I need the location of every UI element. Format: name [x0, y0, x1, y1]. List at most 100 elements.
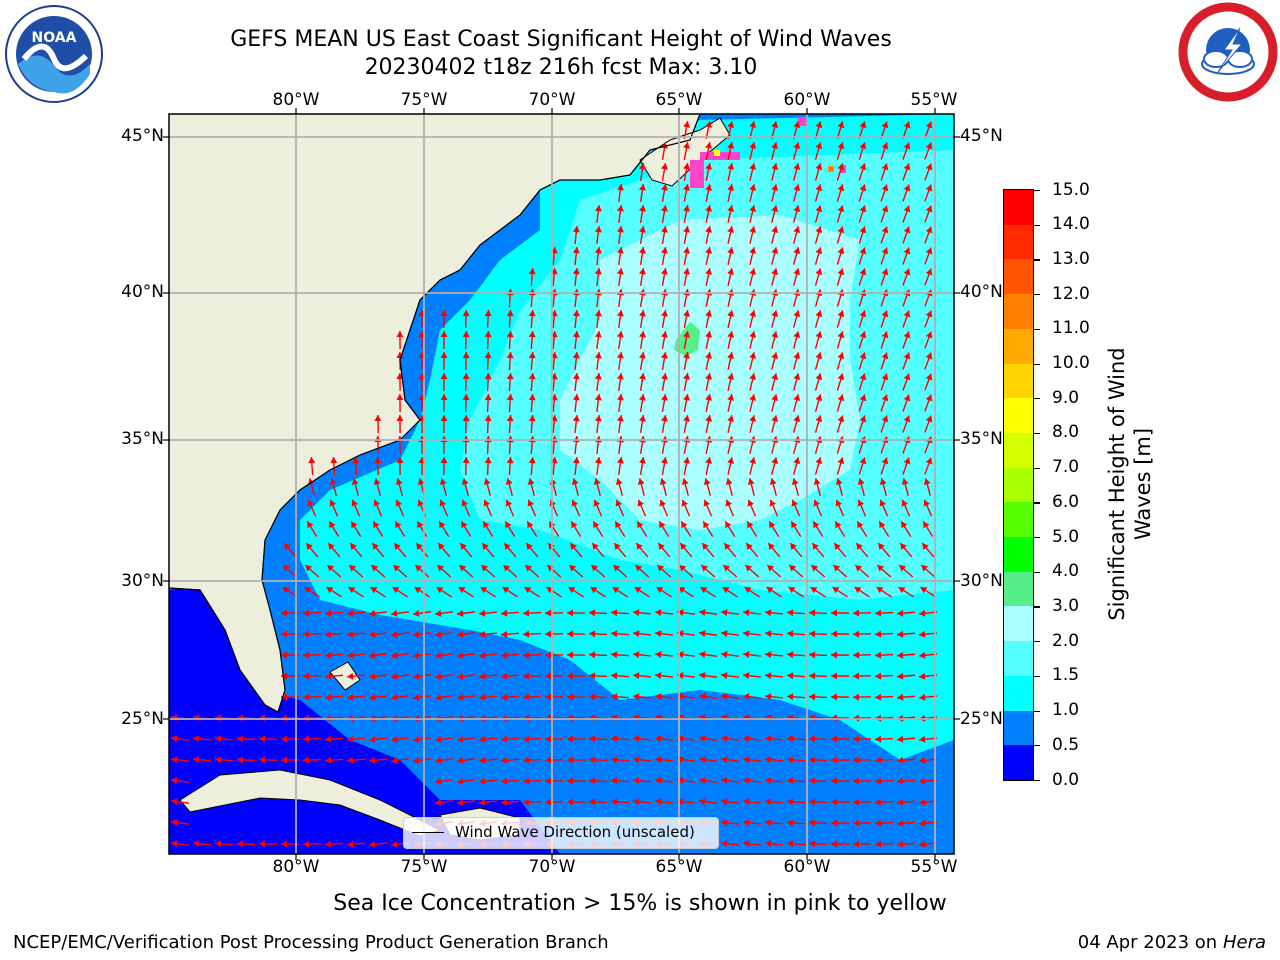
wave-arrow-head: [837, 394, 845, 402]
wave-arrow-head: [616, 331, 624, 338]
wave-arrow-head: [721, 735, 728, 743]
wave-arrow-head: [439, 521, 446, 529]
wave-arrow-head: [854, 587, 862, 594]
wave-arrow-head: [727, 310, 735, 317]
wave-arrow-head: [659, 521, 666, 529]
wave-arrow-head: [875, 693, 882, 701]
wave-arrow-head: [457, 777, 464, 785]
wave-arrow-head: [611, 756, 618, 764]
lon-label-top-75w: 75°W: [400, 90, 448, 110]
wave-arrow-head: [329, 478, 337, 485]
wave-arrow-head: [526, 543, 533, 550]
wave-arrow-head: [612, 587, 620, 594]
wave-arrow-head: [501, 798, 508, 806]
wave-arrow-head: [171, 840, 178, 848]
wave-arrow-head: [528, 415, 536, 422]
wave-arrow-head: [881, 373, 889, 381]
wave-arrow-head: [506, 373, 514, 380]
wave-arrow-head: [725, 478, 733, 485]
wave-arrow-head: [369, 693, 376, 701]
wave-arrow-head: [743, 777, 750, 785]
wave-arrow-head: [749, 268, 757, 275]
wave-arrow-head: [661, 457, 668, 464]
wave-arrow-head: [435, 693, 442, 701]
wave-arrow-head: [528, 352, 536, 359]
wave-arrow-head: [815, 331, 823, 339]
wave-arrow-head: [837, 142, 845, 150]
colorbar-segment: [1004, 571, 1033, 607]
wave-arrow-head: [744, 587, 752, 594]
wave-arrow-head: [771, 394, 779, 401]
wave-arrow-head: [837, 331, 845, 339]
wave-arrow-head: [831, 630, 838, 638]
wave-arrow-head: [815, 205, 823, 213]
wave-arrow-head: [793, 394, 801, 402]
wave-arrow-head: [881, 310, 889, 318]
wave-arrow-head: [859, 394, 867, 402]
wave-arrow-head: [567, 735, 574, 743]
wave-arrow-head: [749, 457, 757, 464]
wave-arrow-head: [440, 310, 448, 317]
colorbar-tick-label: 2.0: [1052, 630, 1080, 651]
wave-arrow-head: [501, 672, 508, 680]
wave-arrow-head: [440, 373, 448, 380]
wave-arrow-head: [705, 184, 713, 191]
wave-arrow-head: [373, 521, 380, 529]
wave-arrow-head: [677, 672, 684, 680]
wave-arrow-head: [413, 630, 420, 638]
wave-arrow-head: [325, 651, 332, 659]
wave-arrow-head: [347, 630, 354, 638]
lat-label-left-45n: 45°N: [121, 126, 164, 146]
wave-arrow-head: [787, 630, 794, 638]
wave-arrow-head: [925, 247, 933, 255]
wave-arrow-head: [725, 521, 732, 529]
wave-arrow-head: [881, 331, 889, 339]
wave-arrow-head: [705, 268, 713, 275]
wave-arrow-head: [616, 457, 624, 464]
wave-arrow-head: [374, 457, 382, 464]
wave-arrow-head: [171, 735, 178, 743]
wave-arrow-head: [171, 777, 178, 785]
wave-arrow-head: [545, 693, 552, 701]
wave-arrow-head: [815, 310, 823, 318]
wave-arrow-head: [771, 205, 779, 212]
legend-line-icon: [412, 832, 444, 833]
wave-arrow-head: [501, 777, 508, 785]
wave-arrow-head: [328, 543, 335, 550]
wave-arrow-head: [815, 457, 823, 465]
wave-arrow-head: [815, 373, 823, 381]
wave-arrow-head: [749, 352, 757, 359]
wave-arrow-head: [683, 163, 690, 170]
colorbar-tick: [1034, 294, 1040, 296]
wave-arrow-head: [281, 735, 288, 743]
noaa-logo: NOAA: [5, 5, 103, 103]
colorbar-label-line1: Significant Height of Wind: [1105, 347, 1129, 621]
wave-arrow-head: [743, 693, 750, 701]
wave-arrow-head: [679, 565, 687, 572]
wave-arrow-head: [791, 521, 798, 529]
wave-arrow-head: [749, 184, 757, 191]
wave-arrow-head: [572, 310, 580, 317]
wave-arrow-head: [567, 756, 574, 764]
wave-arrow-head: [771, 247, 779, 254]
wave-arrow-head: [590, 587, 598, 594]
wave-arrow-head: [925, 226, 933, 234]
wave-arrow-head: [859, 352, 867, 360]
wave-arrow-head: [479, 798, 486, 806]
wave-arrow-head: [506, 331, 514, 338]
wave-arrow-head: [859, 247, 867, 255]
wave-arrow-head: [567, 798, 574, 806]
wave-arrow-head: [789, 565, 797, 572]
wave-arrow-head: [281, 693, 288, 701]
wave-arrow-head: [435, 735, 442, 743]
wave-arrow-head: [881, 268, 889, 276]
wave-arrow-head: [925, 352, 933, 360]
wave-arrow-head: [787, 756, 794, 764]
wave-arrow-head: [661, 247, 668, 254]
wave-arrow-head: [705, 331, 713, 338]
wave-arrow-head: [633, 651, 640, 659]
wave-arrow-head: [881, 352, 889, 360]
wave-arrow-head: [923, 521, 930, 529]
wave-arrow-head: [369, 651, 376, 659]
wave-arrow-head: [483, 499, 491, 507]
